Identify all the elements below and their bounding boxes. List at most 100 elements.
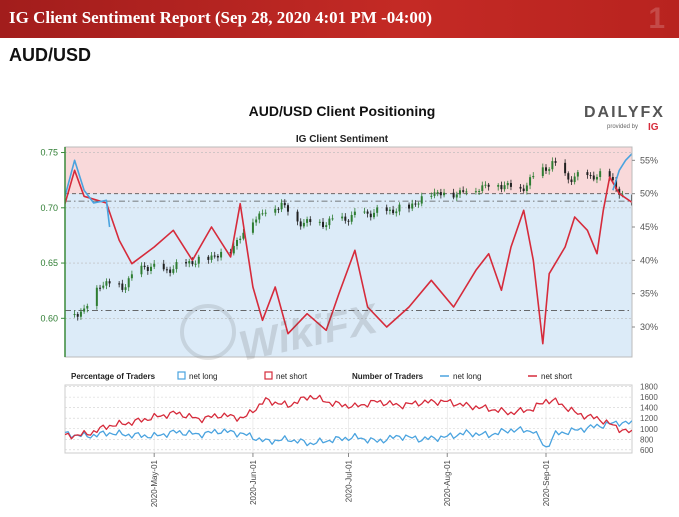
candle-body xyxy=(430,195,433,197)
candle-body xyxy=(153,263,156,267)
candle-body xyxy=(388,209,391,211)
candle-body xyxy=(414,203,417,205)
candle-body xyxy=(551,161,554,170)
candle-body xyxy=(564,162,567,174)
net-long-percent-line-late xyxy=(612,153,632,191)
candle-body xyxy=(385,207,388,211)
candle-body xyxy=(436,192,439,194)
trader-count-tick-label: 1000 xyxy=(640,425,658,434)
candle-body xyxy=(455,194,458,198)
candle-body xyxy=(236,240,239,246)
candle-body xyxy=(286,205,289,212)
candle-body xyxy=(242,232,245,239)
net-short-percent-line xyxy=(65,169,632,345)
candle-body xyxy=(175,262,178,270)
left-tick-label: 0.75 xyxy=(40,148,58,158)
candle-body xyxy=(532,175,535,178)
candle-body xyxy=(216,255,219,258)
trader-count-lines xyxy=(65,394,632,448)
report-banner: IG Client Sentiment Report (Sep 28, 2020… xyxy=(0,0,679,38)
date-tick-label: 2020-Jun-01 xyxy=(249,459,258,504)
candle-body xyxy=(121,283,124,290)
candle-body xyxy=(522,188,525,192)
candle-body xyxy=(165,269,168,271)
candle-body xyxy=(118,283,121,285)
date-tick-label: 2020-May-01 xyxy=(150,459,159,507)
legend-pct-short-swatch xyxy=(264,371,273,380)
trader-count-gridlines xyxy=(65,385,632,453)
ig-logo-text: IG xyxy=(648,122,659,133)
candle-body xyxy=(322,221,325,228)
candle-body xyxy=(462,190,465,192)
right-tick-label: 40% xyxy=(640,255,658,265)
candle-body xyxy=(618,188,621,195)
candle-body xyxy=(458,190,461,195)
candle-body xyxy=(503,185,506,190)
candle-body xyxy=(150,266,153,272)
legend-num-long-label: net long xyxy=(453,372,481,381)
candle-body xyxy=(318,221,321,223)
candle-body xyxy=(194,263,197,265)
candle-body xyxy=(452,192,455,198)
candle-body xyxy=(595,176,598,180)
right-tick-label: 55% xyxy=(640,155,658,165)
candle-body xyxy=(411,203,414,209)
dailyfx-wordmark: DAILYFX xyxy=(584,104,665,121)
candle-body xyxy=(210,255,213,260)
trader-count-plot xyxy=(64,384,633,454)
candle-body xyxy=(95,287,98,306)
candle-body xyxy=(372,212,375,218)
candle-body xyxy=(331,218,334,220)
candle-body xyxy=(443,192,446,196)
candle-body xyxy=(105,281,108,286)
candle-body xyxy=(481,185,484,192)
candle-body xyxy=(309,219,312,223)
date-tick-label: 2020-Sep-01 xyxy=(542,459,551,506)
candle-body xyxy=(299,221,302,227)
candle-body xyxy=(592,175,595,180)
candle-body xyxy=(73,314,76,316)
candle-body xyxy=(497,185,500,187)
dailyfx-logo: DAILYFX provided by IG xyxy=(584,104,665,133)
candle-body xyxy=(599,171,602,177)
trader-count-tick-label: 600 xyxy=(640,446,654,455)
candle-body xyxy=(143,265,146,267)
candle-body xyxy=(500,185,503,190)
candle-body xyxy=(328,218,331,226)
left-tick-label: 0.60 xyxy=(40,313,58,323)
candle-body xyxy=(344,216,347,221)
candle-body xyxy=(302,222,305,227)
candle-body xyxy=(392,209,395,214)
price-candles xyxy=(73,157,632,321)
candle-body xyxy=(127,278,130,288)
left-tick-label: 0.65 xyxy=(40,258,58,268)
candle-body xyxy=(296,211,299,222)
chart-title: AUD/USD Client Positioning xyxy=(249,103,436,119)
candle-body xyxy=(408,204,411,209)
candle-body xyxy=(465,191,468,193)
candle-body xyxy=(162,263,165,270)
candle-body xyxy=(108,281,111,284)
candle-body xyxy=(220,251,223,258)
trader-count-tick-label: 1200 xyxy=(640,414,658,423)
candle-body xyxy=(232,245,235,254)
candle-body xyxy=(420,196,423,204)
candle-body xyxy=(341,216,344,219)
candle-body xyxy=(306,219,309,223)
candle-body xyxy=(506,182,509,186)
candle-body xyxy=(525,185,528,192)
trader-count-tick-label: 1800 xyxy=(640,383,658,392)
right-tick-label: 30% xyxy=(640,322,658,332)
currency-pair-heading: AUD/USD xyxy=(9,45,92,65)
candle-body xyxy=(213,255,216,257)
candle-body xyxy=(554,161,557,163)
candle-body xyxy=(567,173,570,180)
candle-body xyxy=(124,287,127,290)
candle-body xyxy=(509,182,512,187)
legend-pct-label: Percentage of Traders xyxy=(71,372,156,381)
candle-body xyxy=(417,203,420,205)
trader-count-tick-label: 800 xyxy=(640,435,654,444)
candle-body xyxy=(255,219,258,223)
right-tick-label: 50% xyxy=(640,189,658,199)
trader-count-tick-label: 1600 xyxy=(640,393,658,402)
